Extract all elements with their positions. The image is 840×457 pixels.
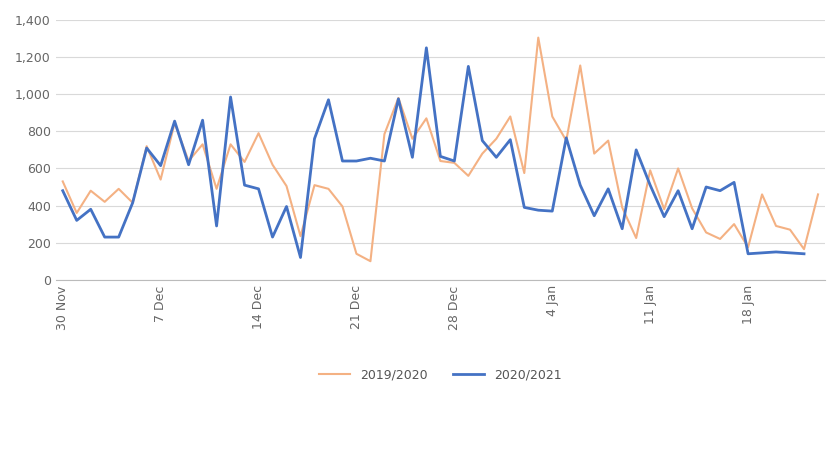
2020/2021	[351, 158, 361, 164]
2019/2020	[757, 191, 767, 197]
2019/2020	[142, 143, 152, 149]
2020/2021	[184, 162, 194, 167]
2020/2021	[491, 154, 501, 160]
2019/2020	[197, 142, 207, 147]
Line: 2019/2020: 2019/2020	[63, 37, 818, 261]
2019/2020	[338, 204, 348, 209]
2019/2020	[239, 159, 249, 165]
2020/2021	[422, 45, 432, 51]
2020/2021	[296, 255, 306, 260]
2020/2021	[799, 251, 809, 256]
2019/2020	[365, 259, 375, 264]
2020/2021	[533, 207, 543, 213]
2019/2020	[813, 191, 823, 197]
2020/2021	[589, 213, 599, 218]
2020/2021	[519, 205, 529, 210]
2020/2021	[58, 188, 68, 193]
Line: 2020/2021: 2020/2021	[63, 48, 804, 257]
2019/2020	[533, 35, 543, 40]
2019/2020	[799, 246, 809, 252]
2019/2020	[58, 179, 68, 184]
Legend: 2019/2020, 2020/2021: 2019/2020, 2020/2021	[314, 364, 567, 387]
